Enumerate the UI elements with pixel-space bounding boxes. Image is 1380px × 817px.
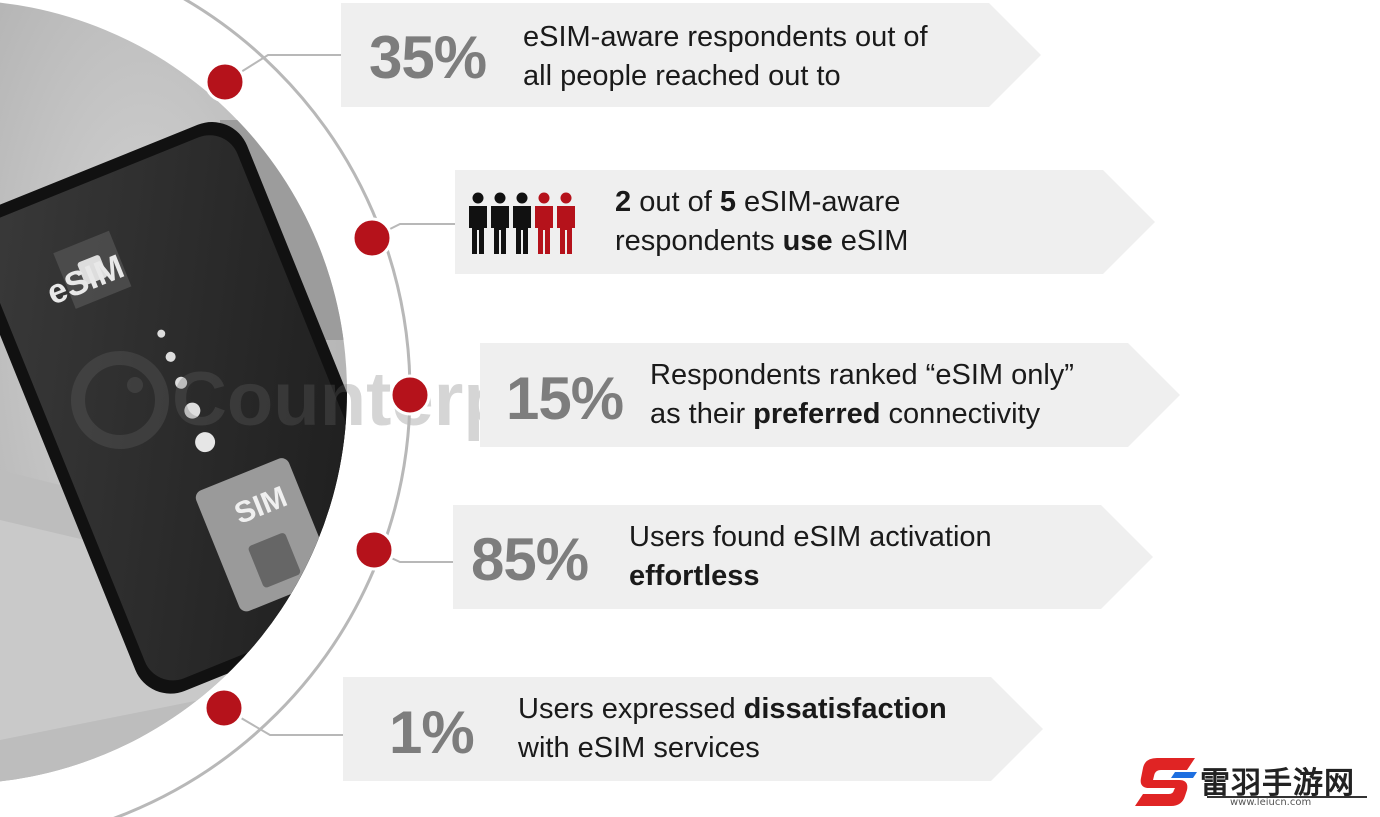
stat-line-2: effortless	[629, 560, 760, 592]
stat-card-3: 15% Respondents ranked “eSIM only” as th…	[480, 343, 1182, 448]
stat-line-1: Users found eSIM activation	[629, 521, 992, 553]
stat-value: 85%	[471, 526, 589, 593]
stat-card-5: 1% Users expressed dissatisfaction with …	[343, 677, 1045, 782]
person-icon	[469, 192, 487, 254]
stat-card-4: 85% Users found eSIM activation effortle…	[453, 505, 1155, 610]
person-icon-highlighted	[557, 192, 575, 254]
card-arrow-shape	[455, 170, 1155, 274]
stat-value: 35%	[369, 24, 487, 91]
stat-line-2: all people reached out to	[523, 60, 841, 92]
card-arrow-shape	[453, 505, 1153, 609]
person-icon-highlighted	[535, 192, 553, 254]
stat-line-1: eSIM-aware respondents out of	[523, 21, 928, 53]
site-logo-name: 雷羽手游网	[1200, 766, 1355, 801]
stat-line-1: 2 out of 5 eSIM-aware	[615, 186, 901, 218]
site-logo-icon	[1135, 758, 1367, 806]
stat-text: eSIM-aware respondents out of all people…	[523, 18, 928, 96]
card-arrow-shape	[341, 3, 1041, 107]
connector-5	[223, 707, 344, 736]
stat-line-2: as their preferred connectivity	[650, 398, 1041, 430]
stat-text: Users expressed dissatisfaction with eSI…	[518, 690, 947, 768]
stat-text: Users found eSIM activation effortless	[629, 518, 992, 596]
stat-line-2: with eSIM services	[518, 732, 760, 764]
stat-card-2: 2 out of 5 eSIM-aware respondents use eS…	[455, 170, 1157, 275]
stat-card-1: 35% eSIM-aware respondents out of all pe…	[341, 3, 1043, 108]
site-logo-url: www.leiucn.com	[1230, 797, 1312, 808]
card-arrow-shape	[480, 343, 1180, 447]
connector-2	[371, 223, 456, 239]
stat-value: 1%	[389, 699, 475, 766]
connector-4	[373, 549, 454, 563]
stat-value: 15%	[506, 365, 624, 432]
people-icon	[469, 192, 575, 254]
stat-line-2: respondents use eSIM	[615, 225, 909, 257]
person-icon	[491, 192, 509, 254]
stat-line-1: Respondents ranked “eSIM only”	[650, 359, 1074, 391]
stat-text: Respondents ranked “eSIM only” as their …	[650, 356, 1074, 434]
person-icon	[513, 192, 531, 254]
card-arrow-shape	[343, 677, 1043, 781]
stat-text: 2 out of 5 eSIM-aware respondents use eS…	[615, 183, 908, 261]
stat-line-1: Users expressed dissatisfaction	[518, 693, 947, 725]
